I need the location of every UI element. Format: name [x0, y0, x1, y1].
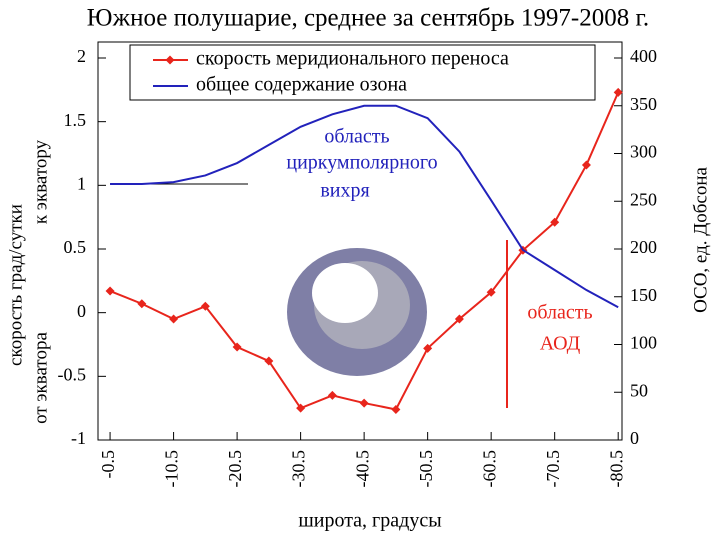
y-tick-label: -0.5 [58, 364, 87, 384]
y-axis-label: скорость град/сутки [5, 204, 26, 366]
y2-tick-label: 250 [630, 189, 657, 209]
data-point [200, 301, 210, 311]
x-tick-label: -80.5 [606, 450, 626, 488]
data-point [391, 404, 401, 414]
data-point [296, 403, 306, 413]
annotation: АОД [540, 333, 581, 355]
y2-tick-label: 300 [630, 142, 657, 162]
plot-frame [97, 41, 623, 441]
y2-tick-label: 200 [630, 237, 657, 257]
data-point [327, 390, 337, 400]
annotation: область [527, 302, 592, 324]
y-tick-label: 1.5 [64, 110, 87, 130]
legend-box [129, 44, 596, 101]
data-point [423, 343, 433, 353]
x-tick-label: -60.5 [479, 450, 499, 488]
x-tick-label: -50.5 [416, 450, 436, 488]
x-tick-label: -70.5 [543, 450, 563, 488]
y-tick-label: 0 [77, 301, 86, 321]
data-point [581, 160, 591, 170]
y-axis-label-top: к экватору [30, 139, 51, 224]
legend-label: общее содержание озона [196, 74, 407, 96]
data-point [454, 314, 464, 324]
y-tick-label: 0.5 [64, 237, 87, 257]
y2-tick-label: 100 [630, 333, 657, 353]
data-point [613, 87, 623, 97]
y2-axis-label: ОСО, ед. Добсона [690, 167, 711, 313]
data-point [169, 314, 179, 324]
data-point [137, 299, 147, 309]
data-point [550, 217, 560, 227]
data-point [486, 287, 496, 297]
x-tick-label: -0.5 [98, 450, 118, 479]
y2-tick-label: 50 [630, 380, 648, 400]
data-point [264, 356, 274, 366]
data-point [359, 398, 369, 408]
y-tick-label: -1 [71, 428, 86, 448]
y2-tick-label: 400 [630, 46, 657, 66]
x-tick-label: -10.5 [162, 450, 182, 488]
annotation: область [324, 126, 389, 148]
y-tick-label: 2 [77, 46, 86, 66]
x-tick-label: -40.5 [352, 450, 372, 488]
y-tick-label: 1 [77, 173, 86, 193]
legend-marker [165, 55, 175, 65]
data-point [105, 286, 115, 296]
chart-title: Южное полушарие, среднее за сентябрь 199… [87, 5, 649, 32]
x-tick-label: -30.5 [289, 450, 309, 488]
vortex-image [287, 248, 427, 376]
y2-tick-label: 0 [630, 428, 639, 448]
y-axis-label-bottom: от экватора [30, 332, 51, 424]
x-axis-label: широта, градусы [298, 510, 441, 532]
y2-tick-label: 350 [630, 94, 657, 114]
y2-tick-label: 150 [630, 285, 657, 305]
annotation: вихря [320, 180, 369, 202]
annotation: циркумполярного [286, 152, 437, 174]
x-tick-label: -20.5 [225, 450, 245, 488]
series-line [110, 104, 619, 309]
data-point [232, 342, 242, 352]
legend-label: скорость меридионального переноса [196, 48, 509, 70]
